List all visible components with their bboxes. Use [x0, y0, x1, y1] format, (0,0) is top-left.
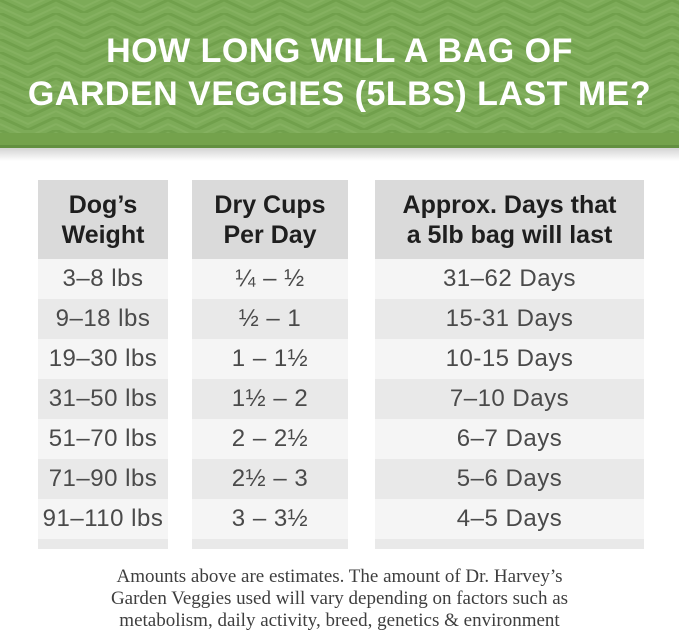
- table-cell: 5–6 Days: [375, 459, 644, 499]
- footer-note-line1: Amounts above are estimates. The amount …: [116, 566, 563, 587]
- page-title-line1: HOW LONG WILL A BAG OF: [106, 32, 573, 70]
- table-cell: 2 – 2½: [192, 419, 348, 459]
- column-header-line2: Per Day: [223, 220, 317, 249]
- table-cell: 9–18 lbs: [38, 299, 168, 339]
- column-header-dry-cups: Dry Cups Per Day: [192, 180, 348, 259]
- table-cell: 71–90 lbs: [38, 459, 168, 499]
- table-cell: 31–62 Days: [375, 259, 644, 299]
- footer-note: Amounts above are estimates. The amount …: [0, 566, 679, 632]
- table-cell: 31–50 lbs: [38, 379, 168, 419]
- table-cell: 91–110 lbs: [38, 499, 168, 539]
- column-approx-days: Approx. Days that a 5lb bag will last 31…: [375, 180, 644, 549]
- column-bottom-cap: [192, 539, 348, 549]
- column-header-line1: Approx. Days that: [402, 190, 617, 219]
- chevron-pattern-icon: [0, 0, 679, 133]
- table-cell: ½ – 1: [192, 299, 348, 339]
- column-bottom-cap: [38, 539, 168, 549]
- page-title-line2: GARDEN VEGGIES (5LBS) LAST ME?: [27, 75, 652, 113]
- column-dogs-weight: Dog’s Weight 3–8 lbs 9–18 lbs 19–30 lbs …: [38, 180, 168, 549]
- banner-bottom-strip: [0, 133, 679, 148]
- table-cell: ¼ – ½: [192, 259, 348, 299]
- banner-shadow: [0, 148, 679, 161]
- table-cell: 3 – 3½: [192, 499, 348, 539]
- column-bottom-cap: [375, 539, 644, 549]
- column-header-line1: Dog’s: [68, 190, 138, 219]
- header-banner: HOW LONG WILL A BAG OF GARDEN VEGGIES (5…: [0, 0, 679, 148]
- table-cell: 3–8 lbs: [38, 259, 168, 299]
- table-cell: 6–7 Days: [375, 419, 644, 459]
- column-header-approx-days: Approx. Days that a 5lb bag will last: [375, 180, 644, 259]
- footer-note-line2: Garden Veggies used will vary depending …: [110, 588, 569, 609]
- column-header-dogs-weight: Dog’s Weight: [38, 180, 168, 259]
- footer-note-line3: metabolism, daily activity, breed, genet…: [119, 610, 560, 631]
- page-title: HOW LONG WILL A BAG OF GARDEN VEGGIES (5…: [0, 30, 679, 116]
- table-cell: 2½ – 3: [192, 459, 348, 499]
- table-cell: 51–70 lbs: [38, 419, 168, 459]
- column-header-line2: Weight: [61, 220, 145, 249]
- table-cell: 7–10 Days: [375, 379, 644, 419]
- table-cell: 19–30 lbs: [38, 339, 168, 379]
- table-cell: 1½ – 2: [192, 379, 348, 419]
- table-cell: 4–5 Days: [375, 499, 644, 539]
- table-cell: 10-15 Days: [375, 339, 644, 379]
- column-dry-cups: Dry Cups Per Day ¼ – ½ ½ – 1 1 – 1½ 1½ –…: [192, 180, 348, 549]
- table-cell: 1 – 1½: [192, 339, 348, 379]
- table-cell: 15-31 Days: [375, 299, 644, 339]
- column-header-line2: a 5lb bag will last: [406, 220, 613, 249]
- column-header-line1: Dry Cups: [214, 190, 326, 219]
